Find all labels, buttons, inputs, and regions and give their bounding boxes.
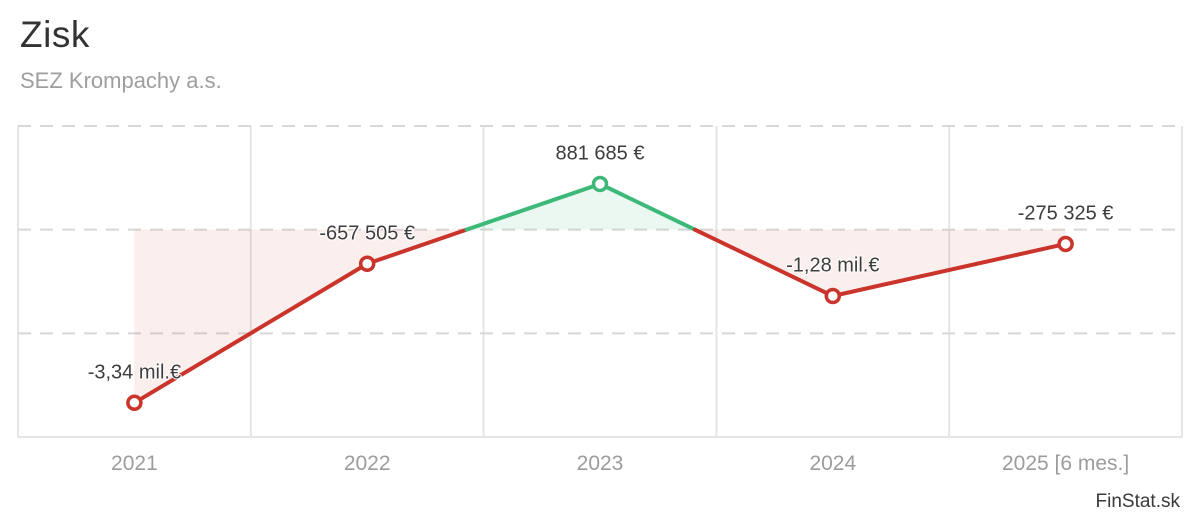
data-point-marker[interactable]: [358, 255, 376, 272]
data-point-marker[interactable]: [1057, 235, 1074, 253]
area-fill-negative: [134, 229, 467, 403]
line-segment-negative: [132, 261, 370, 405]
page-title: Zisk: [20, 14, 90, 55]
area-fill-negative: [694, 229, 1066, 297]
line-segment-negative: [830, 241, 1068, 299]
company-name: SEZ Krompachy a.s.: [20, 68, 222, 93]
data-point-marker[interactable]: [126, 394, 143, 412]
line-segment-positive: [464, 181, 602, 232]
area-fill-positive: [466, 183, 695, 230]
line-segment-positive: [598, 181, 697, 232]
finstat-watermark-link[interactable]: FinStat.sk: [1095, 491, 1180, 512]
line-segment-negative: [692, 227, 835, 299]
data-point-marker[interactable]: [591, 175, 609, 193]
data-point-marker[interactable]: [824, 287, 842, 305]
chart-header: Zisk SEZ Krompachy a.s.: [20, 14, 222, 94]
line-segment-negative: [365, 227, 469, 266]
